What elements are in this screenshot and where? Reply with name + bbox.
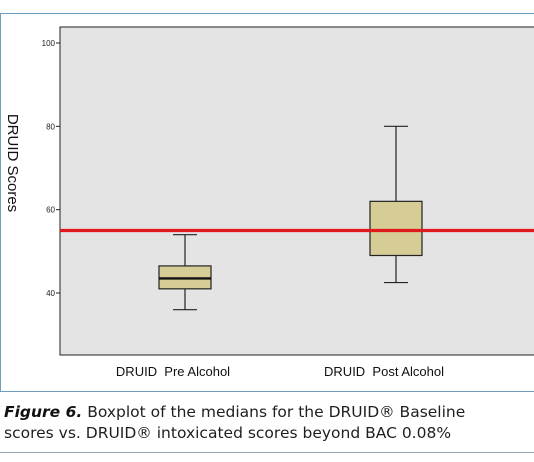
x-axis-labels: DRUID Pre Alcohol DRUID Post Alcohol [116,364,444,379]
y-tick-label: 60 [46,206,55,215]
x-category-label: DRUID Post Alcohol [324,364,444,379]
y-tick-label: 80 [46,122,55,131]
figure-caption: Figure 6. Boxplot of the medians for the… [4,402,534,444]
bottom-rule [0,452,534,453]
y-axis: 40 60 80 100 [42,39,60,298]
y-tick-label: 100 [42,39,56,48]
caption-line-1: Figure 6. Boxplot of the medians for the… [4,402,534,423]
x-category-label: DRUID Pre Alcohol [116,364,230,379]
caption-line-2: scores vs. DRUID® intoxicated scores bey… [4,424,452,442]
iqr-box [369,200,423,257]
y-tick-label: 40 [46,289,55,298]
y-axis-label: DRUID Scores [4,114,21,212]
caption-label: Figure 6. [4,403,83,421]
boxes-layer [158,125,423,311]
caption-text-1: Boxplot of the medians for the DRUID® Ba… [82,403,466,421]
box-pre-alcohol [158,234,212,311]
plot-area [59,26,534,356]
